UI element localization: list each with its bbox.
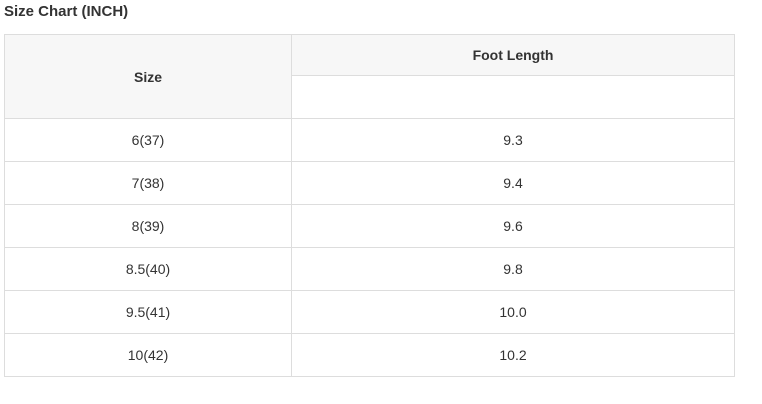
page-title: Size Chart (INCH) — [4, 3, 129, 20]
table-row: 8(39) 9.6 — [4, 204, 735, 248]
size-cell: 6(37) — [4, 118, 292, 162]
foot-length-cell: 9.4 — [291, 161, 735, 205]
foot-length-cell: 9.8 — [291, 247, 735, 291]
size-cell: 8.5(40) — [4, 247, 292, 291]
table-row: 9.5(41) 10.0 — [4, 290, 735, 334]
column-subheader-empty — [291, 75, 735, 119]
size-cell: 7(38) — [4, 161, 292, 205]
header-row-main: Size Foot Length — [4, 34, 735, 119]
column-header-foot-length: Foot Length — [291, 34, 735, 76]
table-row: 10(42) 10.2 — [4, 333, 735, 377]
foot-length-cell: 10.2 — [291, 333, 735, 377]
foot-length-cell: 9.6 — [291, 204, 735, 248]
table-body: 6(37) 9.3 7(38) 9.4 8(39) 9.6 8.5(40) 9.8 9.5(41… — [4, 118, 735, 377]
foot-length-cell: 9.3 — [291, 118, 735, 162]
size-cell: 9.5(41) — [4, 290, 292, 334]
foot-length-cell: 10.0 — [291, 290, 735, 334]
table-row: 6(37) 9.3 — [4, 118, 735, 162]
table-row: 7(38) 9.4 — [4, 161, 735, 205]
table-row: 8.5(40) 9.8 — [4, 247, 735, 291]
size-cell: 10(42) — [4, 333, 292, 377]
size-cell: 8(39) — [4, 204, 292, 248]
size-chart-table: Size Foot Length 6(37) 9.3 7(38) 9.4 8(39) 9.… — [4, 34, 735, 377]
column-header-size: Size — [4, 34, 292, 119]
table-header: Size Foot Length — [4, 34, 735, 119]
header-row-sub — [5, 75, 735, 119]
